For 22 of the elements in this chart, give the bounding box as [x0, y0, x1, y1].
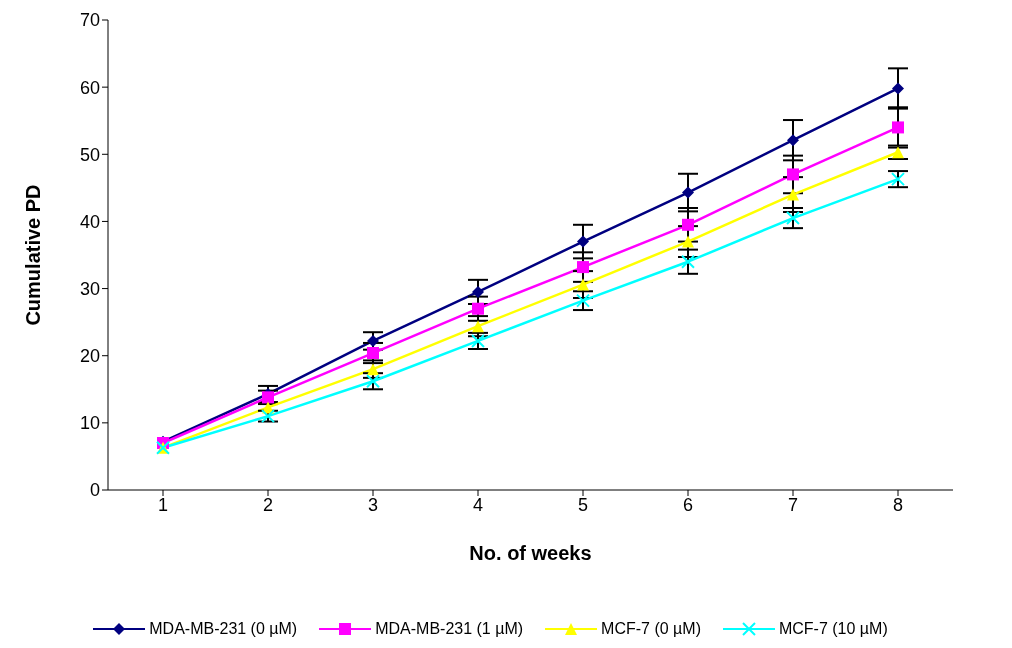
- y-tick-label: 40: [79, 211, 100, 232]
- legend-label: MCF-7 (10 µM): [778, 620, 888, 638]
- x-tick-label: 6: [682, 494, 694, 515]
- y-tick-label: 50: [79, 144, 100, 165]
- x-axis-title: No. of weeks: [469, 542, 592, 564]
- y-tick-label: 0: [89, 480, 100, 501]
- y-axis-title: Cumulative PD: [22, 184, 45, 326]
- x-tick-label: 4: [472, 494, 484, 515]
- legend-label: MDA-MB-231 (0 µM): [149, 620, 298, 638]
- legend-label: MDA-MB-231 (1 µM): [375, 620, 524, 638]
- x-tick-label: 1: [157, 494, 169, 515]
- x-tick-label: 8: [892, 494, 904, 515]
- x-tick-label: 5: [577, 494, 589, 515]
- y-tick-label: 20: [79, 346, 100, 367]
- legend-label: MCF-7 (0 µM): [601, 620, 701, 638]
- x-tick-label: 3: [367, 494, 379, 515]
- y-tick-label: 70: [79, 10, 100, 31]
- y-tick-label: 30: [79, 278, 100, 299]
- y-tick-label: 60: [79, 77, 100, 98]
- x-tick-label: 2: [262, 494, 274, 515]
- x-tick-label: 7: [787, 494, 799, 515]
- y-tick-label: 10: [79, 413, 100, 434]
